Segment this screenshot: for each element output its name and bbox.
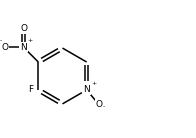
Text: O: O <box>20 24 27 33</box>
Text: O: O <box>95 100 102 109</box>
Text: N: N <box>83 85 90 94</box>
Text: -: - <box>0 39 2 43</box>
Text: O: O <box>1 43 8 52</box>
Text: F: F <box>28 85 33 94</box>
Text: +: + <box>91 81 96 86</box>
Text: -: - <box>103 105 105 110</box>
Text: N: N <box>20 43 27 52</box>
Text: +: + <box>28 38 33 43</box>
